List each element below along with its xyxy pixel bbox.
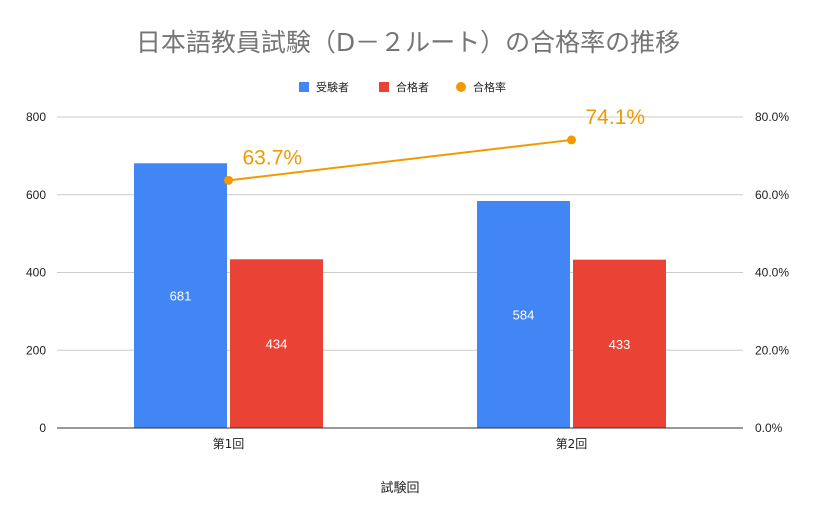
right-tick-label: 60.0% <box>755 188 789 202</box>
passers-bar <box>230 259 323 428</box>
passers-value-label: 433 <box>609 337 631 352</box>
legend-label: 合格者 <box>396 80 429 94</box>
right-tick-label: 40.0% <box>755 266 789 280</box>
left-tick-label: 800 <box>26 110 46 124</box>
passers-bar <box>573 259 666 428</box>
applicants-value-label: 584 <box>513 307 535 322</box>
legend-swatch <box>379 82 389 92</box>
rate-line <box>228 138 572 182</box>
right-tick-label: 80.0% <box>755 110 789 124</box>
rate-value-label: 63.7% <box>243 146 303 169</box>
chart-title: 日本語教員試験（D－２ルート）の合格率の推移 <box>136 28 680 57</box>
legend-label: 合格率 <box>473 80 506 94</box>
left-tick-label: 0 <box>39 421 46 435</box>
bar-value-labels: 681 434 584 433 <box>170 289 631 352</box>
bar-series <box>134 163 666 429</box>
applicants-value-label: 681 <box>170 289 192 304</box>
legend-swatch <box>299 82 309 92</box>
right-tick-label: 0.0% <box>755 421 783 435</box>
rate-value-label: 74.1% <box>586 106 646 129</box>
left-axis-ticks: 0 200 400 600 800 <box>26 110 46 435</box>
passers-value-label: 434 <box>266 337 288 352</box>
legend-swatch <box>456 82 466 92</box>
rate-point <box>567 135 576 145</box>
applicants-bar <box>134 163 227 429</box>
legend-item-passers: 合格者 <box>379 80 429 94</box>
applicants-bar <box>477 200 570 428</box>
x-axis-title: 試験回 <box>380 480 419 496</box>
rate-line-series: 63.7% 74.1% <box>224 106 645 185</box>
left-tick-label: 400 <box>26 266 46 280</box>
right-axis-ticks: 0.0% 20.0% 40.0% 60.0% 80.0% <box>755 110 789 435</box>
left-tick-label: 600 <box>26 188 46 202</box>
legend-item-pass-rate: 合格率 <box>456 80 506 94</box>
legend-item-applicants: 受験者 <box>299 80 349 94</box>
rate-point <box>224 175 233 185</box>
category-label: 第1回 <box>213 437 245 451</box>
category-label: 第2回 <box>556 437 588 451</box>
category-labels: 第1回 第2回 <box>213 437 588 451</box>
legend: 受験者 合格者 合格率 <box>299 80 506 94</box>
legend-label: 受験者 <box>316 80 349 94</box>
left-tick-label: 200 <box>26 343 46 357</box>
right-tick-label: 20.0% <box>755 343 789 357</box>
